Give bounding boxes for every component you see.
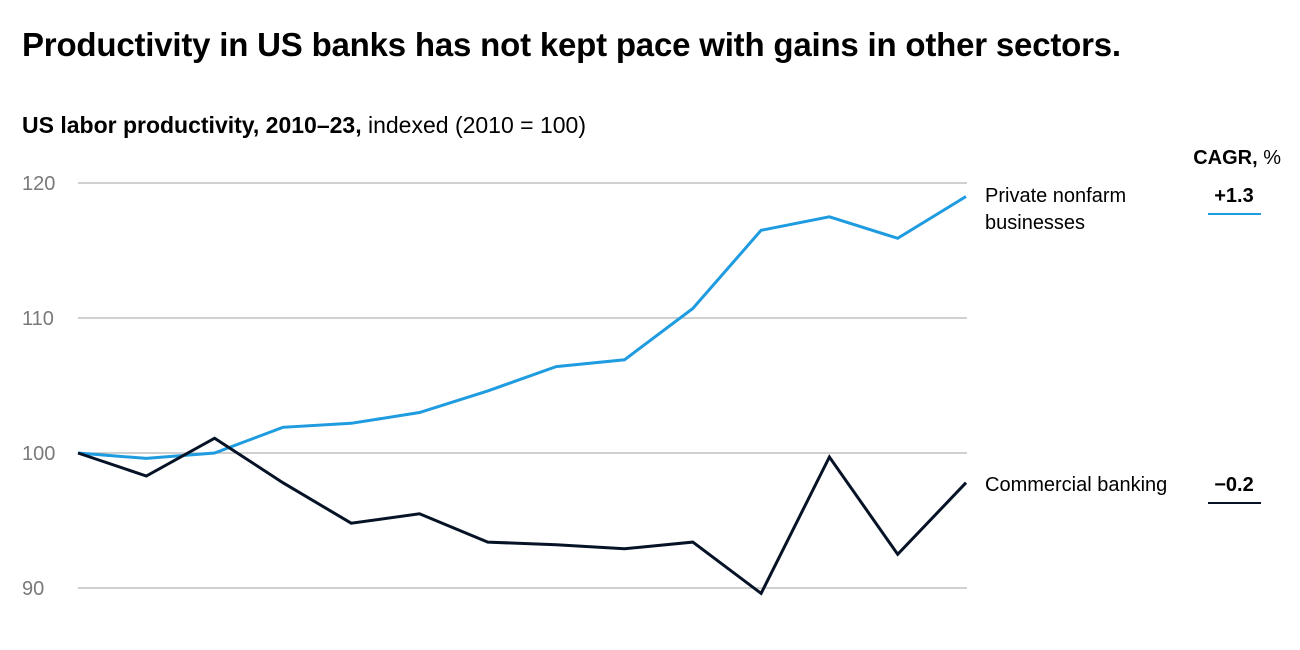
y-tick-label-100: 100 xyxy=(22,443,55,465)
series-line-1 xyxy=(77,436,968,596)
chart-title: Productivity in US banks has not kept pa… xyxy=(22,26,1121,63)
cagr-header-bold: CAGR, xyxy=(1193,147,1257,169)
cagr-value-0: +1.3 xyxy=(1214,185,1253,207)
series-label-0-line-1: businesses xyxy=(985,212,1085,234)
y-tick-label-120: 120 xyxy=(22,173,55,195)
chart-subtitle: US labor productivity, 2010–23, indexed … xyxy=(22,112,586,139)
subtitle-normal: indexed (2010 = 100) xyxy=(361,112,587,138)
cagr-value-1: −0.2 xyxy=(1214,474,1253,496)
cagr-header-normal: % xyxy=(1258,147,1282,169)
subtitle-bold: US labor productivity, 2010–23, xyxy=(22,112,362,138)
series-label-0-line-0: Private nonfarm xyxy=(985,185,1126,207)
y-tick-label-110: 110 xyxy=(22,308,54,330)
series-label-1-line-0: Commercial banking xyxy=(985,474,1167,496)
y-tick-label-90: 90 xyxy=(22,578,44,600)
cagr-header: CAGR, % xyxy=(1193,147,1281,169)
series-line-0 xyxy=(77,195,967,460)
